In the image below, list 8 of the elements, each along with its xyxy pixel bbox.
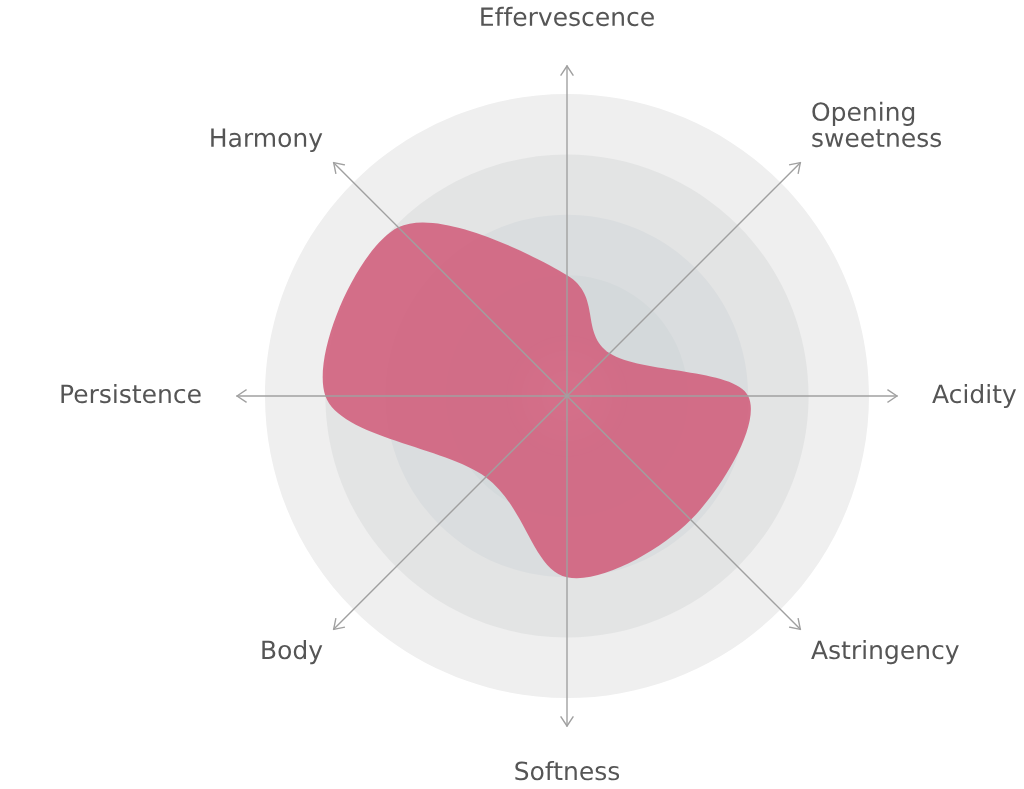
spoke-label: Astringency [811,639,959,665]
spoke-label: Softness [515,761,620,781]
spoke-label: Harmony [211,128,323,153]
spoke-label: Persistence [61,383,201,404]
spoke-label: Effervescence [481,6,654,27]
spoke-label: Opening sweetness [812,101,942,148]
spoke-label: Acidity [932,383,1017,409]
spoke-label: Body [262,639,323,665]
